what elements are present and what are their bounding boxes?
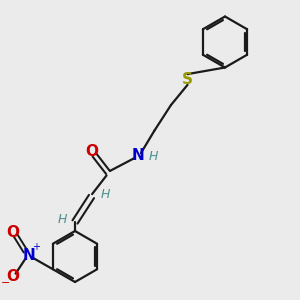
Text: O: O [6, 225, 19, 240]
Text: S: S [182, 72, 193, 87]
Text: N: N [22, 248, 35, 262]
Text: O: O [85, 144, 98, 159]
Text: H: H [58, 213, 67, 226]
Text: O: O [6, 269, 19, 284]
Text: −: − [1, 278, 11, 288]
Text: H: H [100, 188, 110, 201]
Text: H: H [148, 150, 158, 164]
Text: +: + [32, 242, 40, 253]
Text: N: N [132, 148, 144, 163]
